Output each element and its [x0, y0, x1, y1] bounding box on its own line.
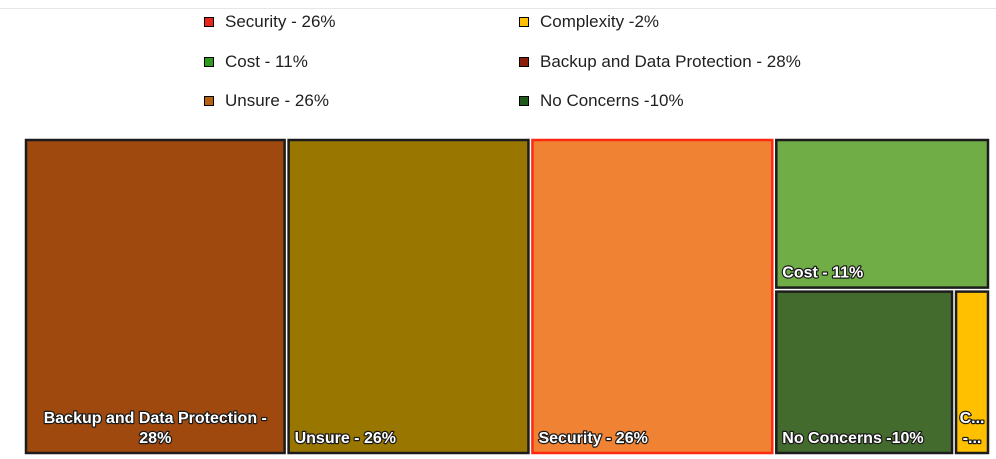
legend-swatch-cost	[204, 57, 214, 67]
tile-label-complexity-line-1: C...	[960, 410, 985, 427]
legend-label-cost: Cost - 11%	[225, 52, 308, 71]
tile-unsure[interactable]: Unsure - 26%	[287, 138, 530, 455]
legend-label-unsure: Unsure - 26%	[225, 91, 329, 110]
legend-item-complexity[interactable]: Complexity -2%	[519, 10, 659, 34]
tile-noconcerns[interactable]: No Concerns -10%	[775, 290, 954, 455]
tile-label-backup-line-2: 28%	[139, 430, 171, 447]
tile-cost[interactable]: Cost - 11%	[775, 138, 990, 289]
top-divider	[0, 8, 996, 9]
legend: Security - 26% Complexity -2% Cost - 11%…	[0, 0, 996, 130]
legend-swatch-noconcerns	[519, 96, 529, 106]
tile-rect-unsure[interactable]	[287, 138, 530, 455]
legend-label-security: Security - 26%	[225, 12, 336, 31]
legend-item-backup[interactable]: Backup and Data Protection - 28%	[519, 50, 801, 74]
tile-rect-backup[interactable]	[24, 138, 286, 455]
tile-rect-cost[interactable]	[775, 138, 990, 289]
legend-swatch-security	[204, 17, 214, 27]
tile-rect-complexity[interactable]	[954, 290, 990, 455]
tile-rect-security[interactable]	[531, 138, 774, 455]
tile-label-unsure: Unsure - 26%	[295, 430, 396, 447]
tile-label-security: Security - 26%	[538, 430, 647, 447]
tile-rect-noconcerns[interactable]	[775, 290, 954, 455]
tile-backup[interactable]: Backup and Data Protection - 28%	[24, 138, 286, 455]
legend-label-noconcerns: No Concerns -10%	[540, 91, 684, 110]
tile-label-cost: Cost - 11%	[782, 265, 863, 282]
legend-label-complexity: Complexity -2%	[540, 12, 660, 31]
legend-swatch-backup	[519, 57, 529, 67]
legend-swatch-unsure	[204, 96, 214, 106]
legend-swatch-complexity	[519, 17, 529, 27]
tile-label-complexity-line-2: -...	[963, 430, 982, 447]
tile-label-noconcerns: No Concerns -10%	[782, 430, 923, 447]
legend-item-security[interactable]: Security - 26%	[204, 10, 336, 34]
tile-complexity[interactable]: C... -...	[954, 290, 990, 455]
legend-label-backup: Backup and Data Protection - 28%	[540, 52, 801, 71]
legend-item-noconcerns[interactable]: No Concerns -10%	[519, 89, 684, 113]
legend-item-cost[interactable]: Cost - 11%	[204, 50, 308, 74]
legend-item-unsure[interactable]: Unsure - 26%	[204, 89, 329, 113]
tile-label-backup-line-1: Backup and Data Protection -	[44, 410, 267, 427]
tile-security[interactable]: Security - 26%	[531, 138, 774, 455]
